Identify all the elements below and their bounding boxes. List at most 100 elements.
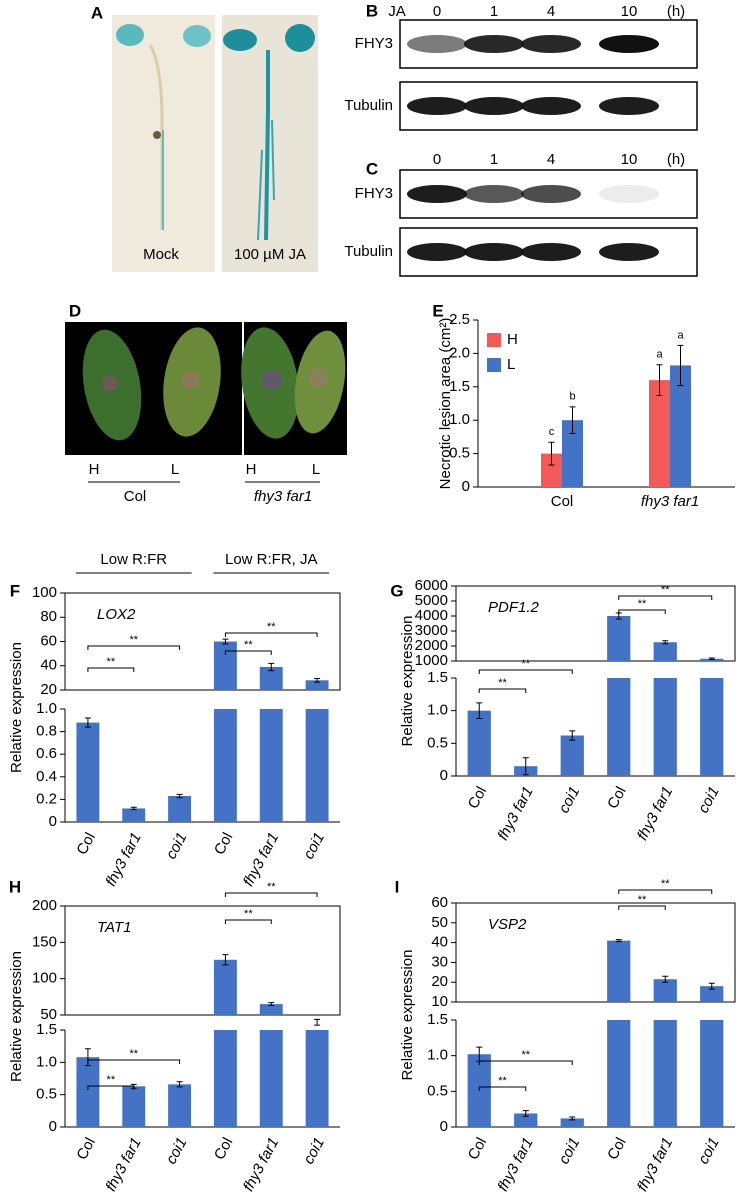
y-tick-label: 1000 <box>415 652 448 669</box>
time-label: 10 <box>621 3 638 20</box>
blot-label: Tubulin <box>344 97 393 114</box>
bar <box>305 680 329 690</box>
bar <box>653 642 677 661</box>
leaf-label: H <box>89 461 100 478</box>
y-tick-label: 0.2 <box>36 790 57 807</box>
significance-label: ** <box>638 598 647 610</box>
time-label: 10 <box>621 151 638 168</box>
bar <box>168 1084 192 1127</box>
legend-swatch <box>487 358 501 372</box>
significance-letter: a <box>677 329 684 341</box>
bar <box>670 365 691 487</box>
y-tick-label: 50 <box>431 914 448 931</box>
y-tick-label: 1.0 <box>36 1053 57 1070</box>
bar <box>259 666 283 690</box>
y-tick-label: 6000 <box>415 577 448 594</box>
y-tick-label: 1.0 <box>449 411 470 428</box>
error-bar <box>662 640 669 645</box>
bar <box>607 616 631 661</box>
error-bar <box>548 441 555 466</box>
error-bar <box>677 344 684 386</box>
y-axis-label: Relative expression <box>8 642 25 773</box>
time-label: 0 <box>433 151 441 168</box>
significance-label: ** <box>244 639 253 651</box>
x-tick-label: coi1 <box>163 830 191 862</box>
genotype-label: fhy3 far1 <box>254 488 312 505</box>
blot-label: Tubulin <box>344 243 393 260</box>
seedling-photos <box>112 15 318 272</box>
blot-band <box>599 35 659 53</box>
significance-label: ** <box>129 1048 138 1060</box>
y-tick-label: 50 <box>40 1006 57 1023</box>
y-tick-label: 3000 <box>415 622 448 639</box>
bar <box>305 1030 329 1127</box>
bar <box>213 959 237 1015</box>
error-bar <box>268 1002 275 1007</box>
significance-bracket <box>87 667 135 672</box>
time-label: 0 <box>433 3 441 20</box>
blot-band <box>464 35 524 53</box>
error-bar <box>708 982 715 990</box>
bar <box>653 979 677 1002</box>
bar <box>213 1030 237 1127</box>
time-unit: (h) <box>667 151 685 168</box>
y-tick-label: 20 <box>40 681 57 698</box>
error-bar <box>176 793 183 799</box>
bar <box>213 709 237 822</box>
bar <box>122 1086 146 1127</box>
upper-frame <box>64 905 341 1016</box>
y-axis-label: Relative expression <box>8 951 25 1082</box>
bar <box>541 453 562 487</box>
y-tick-label: 1.5 <box>449 378 470 395</box>
blot-band <box>521 185 581 203</box>
y-axis-label: Relative expression <box>399 616 416 747</box>
time-label: 1 <box>490 151 498 168</box>
panel-letter: I <box>395 877 400 896</box>
y-tick-label: 200 <box>32 897 57 914</box>
x-tick-label: coi1 <box>300 1135 328 1167</box>
error-bar <box>569 406 576 435</box>
upper-frame <box>455 585 736 662</box>
time-unit: (h) <box>667 3 685 20</box>
significance-label: ** <box>661 584 670 596</box>
blot-band <box>599 97 659 115</box>
significance-bracket <box>478 669 573 674</box>
bar <box>514 1113 538 1127</box>
x-tick-label: fhy3 far1 <box>641 493 699 510</box>
blot-band <box>599 243 659 261</box>
x-tick-label: fhy3 far1 <box>102 1135 144 1195</box>
y-tick-label: 40 <box>431 934 448 951</box>
legend-label: L <box>507 356 515 373</box>
y-tick-label: 150 <box>32 933 57 950</box>
blot-band <box>407 97 467 115</box>
significance-letter: a <box>656 349 663 361</box>
error-bar <box>569 1116 576 1121</box>
y-tick-label: 0 <box>462 478 470 495</box>
y-tick-label: 1.0 <box>36 700 57 717</box>
panel-letter: H <box>9 877 21 896</box>
y-axis-label: Relative expression <box>399 950 416 1081</box>
y-tick-label: 2000 <box>415 637 448 654</box>
gene-label: VSP2 <box>488 916 527 933</box>
significance-bracket <box>618 889 713 894</box>
y-tick-label: 0 <box>440 1118 448 1135</box>
significance-label: ** <box>244 908 253 920</box>
panel-letter: G <box>390 581 403 600</box>
y-tick-label: 0.4 <box>36 768 57 785</box>
significance-label: ** <box>129 634 138 646</box>
y-tick-label: 4000 <box>415 607 448 624</box>
panel-letter: A <box>91 3 103 22</box>
bar <box>259 1004 283 1015</box>
y-tick-label: 100 <box>32 970 57 987</box>
bar <box>560 735 584 776</box>
bar <box>168 796 192 822</box>
leaf-label: L <box>171 461 179 478</box>
group-label: Low R:FR, JA <box>225 551 318 568</box>
error-bar <box>314 677 321 683</box>
bar <box>560 1118 584 1127</box>
significance-letter: c <box>549 426 555 438</box>
blot-band <box>464 243 524 261</box>
time-label: 4 <box>547 3 555 20</box>
bar <box>700 1020 724 1127</box>
y-tick-label: 1.5 <box>36 1021 57 1038</box>
